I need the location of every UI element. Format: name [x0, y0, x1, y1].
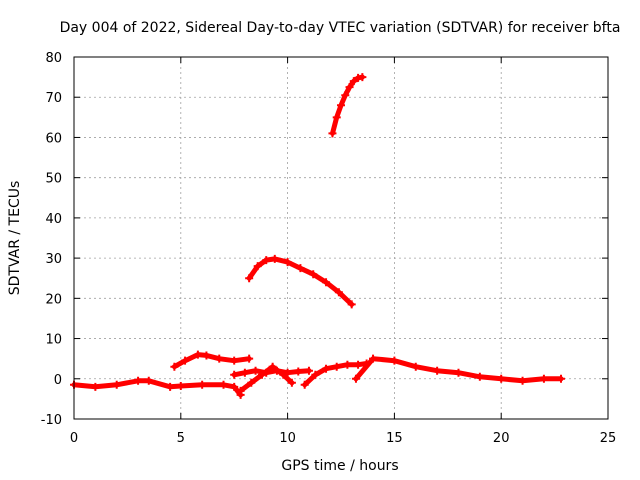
data-point — [230, 356, 239, 365]
data-point — [309, 270, 318, 279]
data-point — [270, 254, 279, 263]
plot-frame — [73, 56, 609, 420]
x-tick-label: 15 — [386, 431, 403, 446]
data-point — [283, 258, 292, 267]
data-point — [475, 372, 484, 381]
data-point — [557, 374, 566, 383]
data-point — [215, 354, 224, 363]
data-point — [518, 376, 527, 385]
x-tick-label: 25 — [600, 431, 617, 446]
data-point — [236, 386, 245, 395]
x-tick-label: 20 — [493, 431, 510, 446]
data-point — [279, 370, 288, 379]
x-tick-label: 5 — [177, 431, 185, 446]
data-point — [349, 77, 358, 86]
data-point — [247, 378, 256, 387]
y-tick-label: 30 — [45, 252, 62, 267]
data-point — [322, 364, 331, 373]
data-point — [230, 382, 239, 391]
series-track-1 — [71, 378, 244, 398]
series-track-7 — [246, 256, 355, 307]
data-point — [144, 376, 153, 385]
data-point — [304, 366, 313, 375]
data-point — [332, 113, 341, 122]
y-tick-label: 20 — [45, 292, 62, 307]
data-point — [332, 362, 341, 371]
y-tick-label: 40 — [45, 212, 62, 227]
data-point — [245, 274, 254, 283]
data-point — [268, 362, 277, 371]
data-point — [112, 380, 121, 389]
data-point — [341, 91, 350, 100]
data-point — [334, 288, 343, 297]
data-point — [300, 380, 309, 389]
x-tick-label: 0 — [70, 431, 78, 446]
data-point — [193, 350, 202, 359]
data-point — [311, 370, 320, 379]
data-point — [262, 256, 271, 265]
data-point — [411, 362, 420, 371]
x-axis-label: GPS time / hours — [281, 458, 398, 474]
axes: 0 5 10 15 20 25 -10 0 10 20 30 40 50 60 70 80 — [41, 51, 617, 446]
series-track-4 — [238, 364, 295, 394]
data-point — [166, 382, 175, 391]
y-tick-label: 60 — [45, 131, 62, 146]
data-point — [230, 370, 239, 379]
data-point — [369, 354, 378, 363]
data-point — [322, 278, 331, 287]
x-tick-label: 10 — [279, 431, 296, 446]
data-point — [253, 262, 262, 271]
y-tick-label: 50 — [45, 172, 62, 187]
y-tick-label: 10 — [45, 333, 62, 348]
data-point — [497, 374, 506, 383]
data-point — [337, 101, 345, 110]
data-point — [176, 382, 185, 391]
data-point — [181, 356, 190, 365]
data-point — [539, 374, 548, 383]
data-point — [198, 380, 207, 389]
data-point — [287, 378, 296, 387]
y-tick-label: 80 — [45, 51, 62, 66]
data-point — [219, 380, 228, 389]
y-tick-label: -10 — [41, 413, 62, 428]
data-point — [296, 264, 305, 273]
y-tick-label: 0 — [54, 373, 62, 388]
data-point — [433, 366, 442, 375]
data-point — [390, 356, 399, 365]
data-point — [134, 376, 143, 385]
data-point — [294, 367, 303, 376]
data-point — [170, 362, 179, 371]
data-point — [245, 354, 254, 363]
data-point — [202, 351, 211, 360]
data-point — [328, 129, 337, 138]
data-point — [91, 382, 100, 391]
data-point — [345, 83, 354, 92]
data-point — [343, 360, 352, 369]
series-group — [70, 73, 566, 399]
data-point — [354, 360, 363, 369]
data-point — [240, 368, 249, 377]
data-point — [454, 368, 463, 377]
data-point — [358, 73, 367, 82]
series-track-8 — [330, 74, 365, 136]
data-point — [251, 366, 260, 375]
data-point — [351, 374, 360, 383]
data-point — [347, 300, 356, 309]
chart-title: Day 004 of 2022, Sidereal Day-to-day VTE… — [60, 20, 621, 36]
y-axis-label: SDTVAR / TECUs — [7, 181, 23, 296]
data-point — [257, 370, 266, 379]
y-tick-label: 70 — [45, 91, 62, 106]
